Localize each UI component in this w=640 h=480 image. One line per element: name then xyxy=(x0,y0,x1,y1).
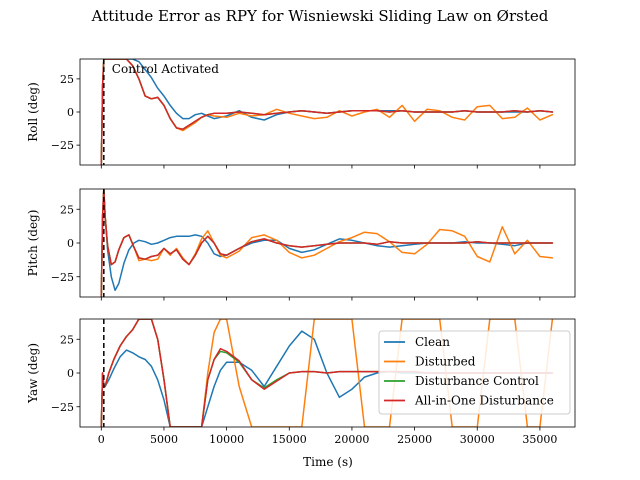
x-tick-label: 35000 xyxy=(522,433,557,446)
x-tick-label: 30000 xyxy=(460,433,495,446)
roll-y-tick-label: −25 xyxy=(51,139,74,152)
legend-label: All-in-One Disturbance xyxy=(414,394,554,408)
pitch-y-axis-label: Pitch (deg) xyxy=(26,210,40,277)
legend-entry: Disturbance Control xyxy=(384,374,539,388)
roll-y-tick-label: 25 xyxy=(60,73,74,86)
roll-series-group xyxy=(100,59,554,165)
x-tick-label: 5000 xyxy=(150,433,178,446)
subplot-stack: −25 0 25 Roll (deg) Control Activated −25 0 25 P… xyxy=(26,58,576,446)
roll-y-tick-label: 0 xyxy=(67,106,74,119)
legend-box xyxy=(378,330,571,415)
legend-entry: Clean xyxy=(384,335,450,349)
legend-entry: All-in-One Disturbance xyxy=(384,394,554,408)
subplot-roll: −25 0 25 Roll (deg) Control Activated xyxy=(26,58,576,169)
x-tick-label: 15000 xyxy=(272,433,307,446)
yaw-y-tick-label: 25 xyxy=(60,333,74,346)
pitch-series-group xyxy=(100,189,554,297)
roll-line-all-in-one-disturbance xyxy=(100,59,554,165)
yaw-y-tick-label: 0 xyxy=(67,367,74,380)
x-tick-label: 10000 xyxy=(209,433,244,446)
x-tick-label: 20000 xyxy=(334,433,369,446)
x-tick-label: 0 xyxy=(98,433,105,446)
subplot-pitch: −25 0 25 Pitch (deg) xyxy=(26,188,576,301)
yaw-y-tick-label: −25 xyxy=(51,401,74,414)
legend-label: Clean xyxy=(415,335,450,349)
legend-entry: Disturbed xyxy=(384,355,476,369)
roll-y-axis-label: Roll (deg) xyxy=(26,82,40,142)
pitch-y-tick-label: −25 xyxy=(51,271,74,284)
legend-label: Disturbance Control xyxy=(415,374,539,388)
x-tick-label: 25000 xyxy=(397,433,432,446)
x-axis-label: Time (s) xyxy=(303,455,353,469)
figure-title: Attitude Error as RPY for Wisniewski Sli… xyxy=(91,7,549,25)
control-activated-annotation: Control Activated xyxy=(112,62,219,76)
legend: Clean Disturbed Disturbance Control All-in-… xyxy=(378,330,571,415)
yaw-y-axis-label: Yaw (deg) xyxy=(26,343,40,404)
legend-label: Disturbed xyxy=(415,355,476,369)
pitch-y-tick-label: 25 xyxy=(60,203,74,216)
pitch-y-tick-label: 0 xyxy=(67,237,74,250)
pitch-line-all-in-one-disturbance xyxy=(100,189,554,297)
